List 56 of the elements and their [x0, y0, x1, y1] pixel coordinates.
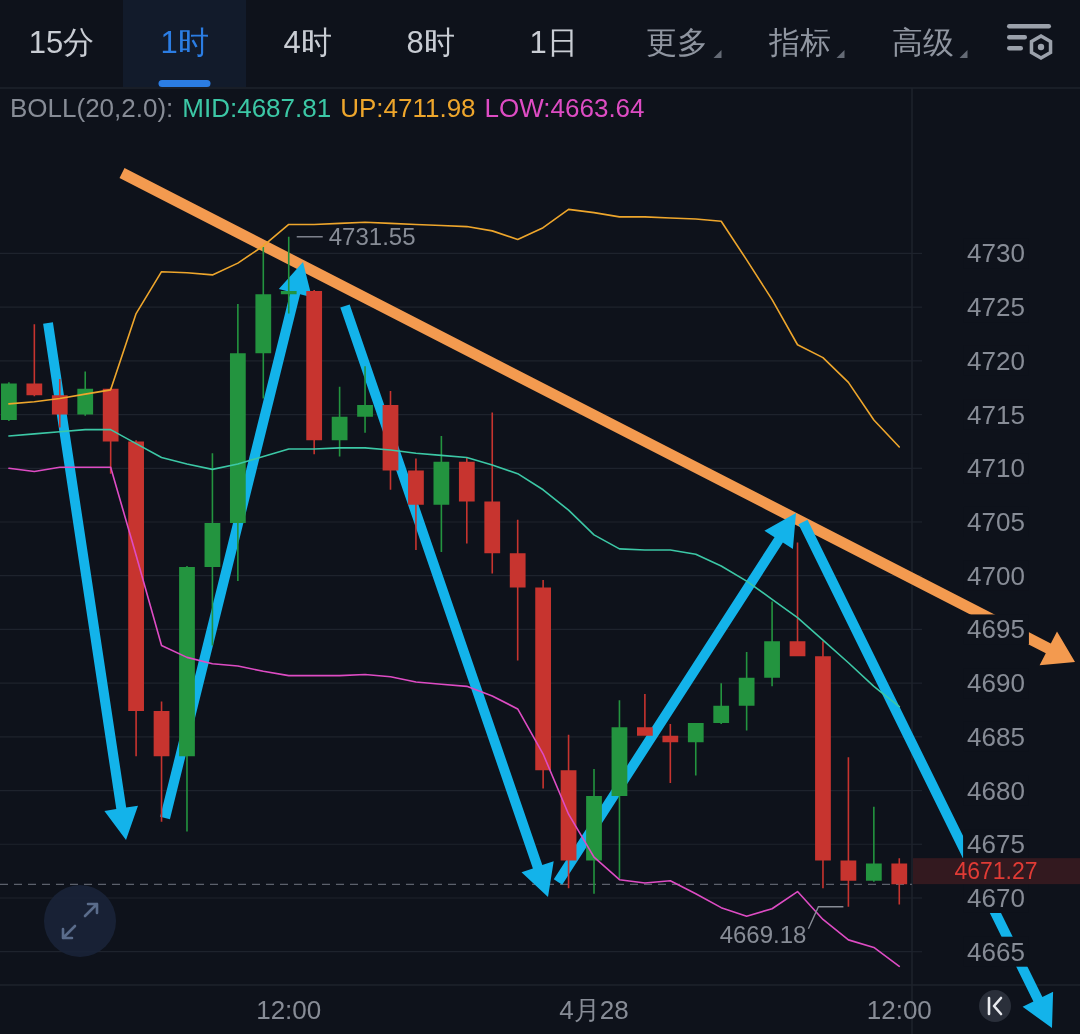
- category-label: 4时: [283, 24, 332, 60]
- candlestick: [713, 683, 730, 724]
- text: 4671.27: [954, 858, 1038, 885]
- text: MID:4687.81: [182, 93, 332, 123]
- candlestick: [179, 566, 195, 832]
- y-tick-label: 4675: [967, 829, 1025, 860]
- category-label: 更多: [645, 24, 708, 60]
- annotation: 4669.18: [719, 921, 807, 949]
- y-tick-label: 4710: [967, 453, 1025, 484]
- legend-title: BOLL(20,2.0):: [10, 93, 174, 123]
- y-tick-label: 4725: [967, 292, 1025, 323]
- y-tick-label: 4715: [967, 399, 1025, 430]
- y-tick-label: 4690: [967, 668, 1025, 699]
- candlestick: [229, 303, 246, 582]
- candlestick: [458, 457, 475, 544]
- y-tick-label: 4680: [967, 775, 1025, 806]
- candlestick: [815, 641, 831, 889]
- category-label: 指标: [767, 24, 831, 60]
- x-tick-label: 12:00: [256, 995, 322, 1025]
- category-label: 1日: [529, 24, 578, 60]
- y-tick-label: 4670: [967, 882, 1025, 913]
- line-series: [8, 466, 901, 968]
- candlestick: [637, 693, 653, 736]
- category-label: 8时: [406, 24, 455, 60]
- candlestick: [484, 412, 501, 574]
- candlestick: [764, 601, 780, 687]
- line-series: [8, 208, 901, 448]
- candlestick: [687, 722, 704, 776]
- y-tick-label: 4695: [967, 614, 1025, 645]
- text: LOW:4663.64: [484, 93, 645, 123]
- category-label: 1时: [160, 24, 209, 60]
- y-tick-label: 4720: [967, 345, 1025, 376]
- candlestick: [1, 382, 17, 422]
- category-label: 高级: [891, 24, 954, 60]
- y-tick-label: 4665: [967, 936, 1025, 967]
- x-tick-label: 4月28: [559, 995, 629, 1025]
- candlestick: [535, 580, 552, 789]
- candlestick: [586, 769, 602, 894]
- text: UP:4711.98: [340, 93, 476, 123]
- candlestick: [891, 858, 908, 905]
- y-tick-label: 4730: [967, 238, 1025, 269]
- candlestick: [280, 236, 297, 314]
- x-tick-label: 12:00: [866, 995, 932, 1025]
- y-tick-label: 4700: [967, 560, 1025, 591]
- candlestick: [306, 289, 323, 455]
- candlestick: [408, 458, 424, 550]
- category-label: 15分: [28, 24, 95, 60]
- candlestick: [128, 440, 144, 757]
- y-tick-label: 4705: [967, 507, 1025, 537]
- annotation: 4731.55: [328, 223, 416, 251]
- line-series: [8, 428, 901, 708]
- candlestick: [255, 246, 272, 399]
- candlestick: [357, 366, 373, 433]
- y-tick-label: 4685: [967, 721, 1025, 752]
- candlestick: [865, 806, 882, 882]
- candlestick: [51, 379, 68, 428]
